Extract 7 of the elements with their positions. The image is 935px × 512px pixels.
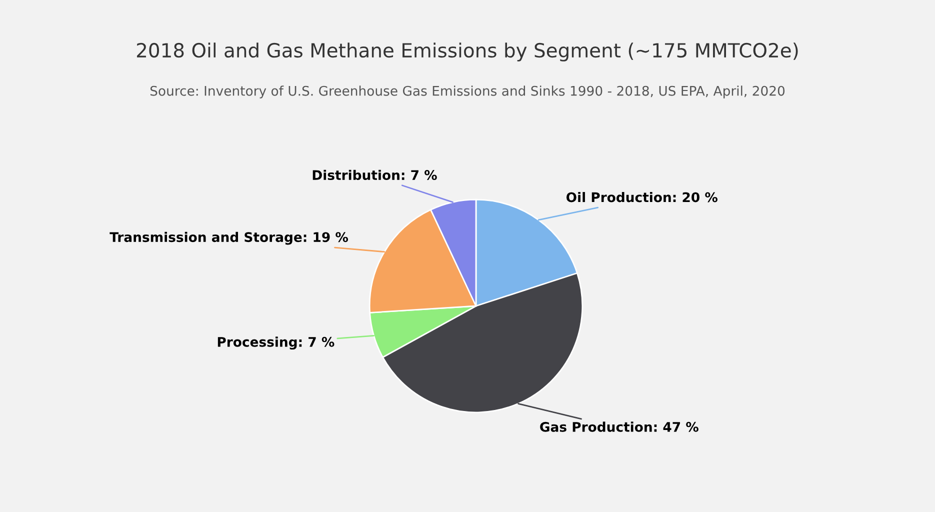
slice-label: Distribution: 7 % [312, 170, 437, 180]
slice-label: Oil Production: 20 % [566, 192, 718, 202]
slice-label: Transmission and Storage: 19 % [110, 232, 348, 245]
slice-label: Processing: 7 % [218, 336, 334, 350]
chart-title: 2018 Oil and Gas Methane Emissions by Segment (~175 MMTCO2e) [136, 42, 798, 62]
chart-subtitle: Source: Inventory of U.S. Greenhouse Gas Emissions and Sinks 1990 - 2018, US EPA, April, 2020 [150, 86, 785, 98]
slice-label: Gas Production: 47 % [540, 422, 698, 432]
